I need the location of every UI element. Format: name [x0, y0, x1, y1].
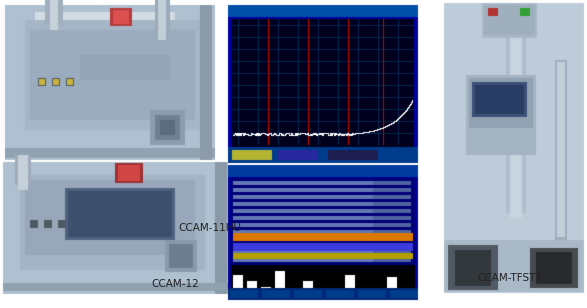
Text: CCAM-12: CCAM-12	[151, 279, 199, 289]
Text: CCAM-TFSTT: CCAM-TFSTT	[478, 273, 542, 283]
Text: CCAM-11HU: CCAM-11HU	[178, 223, 241, 233]
